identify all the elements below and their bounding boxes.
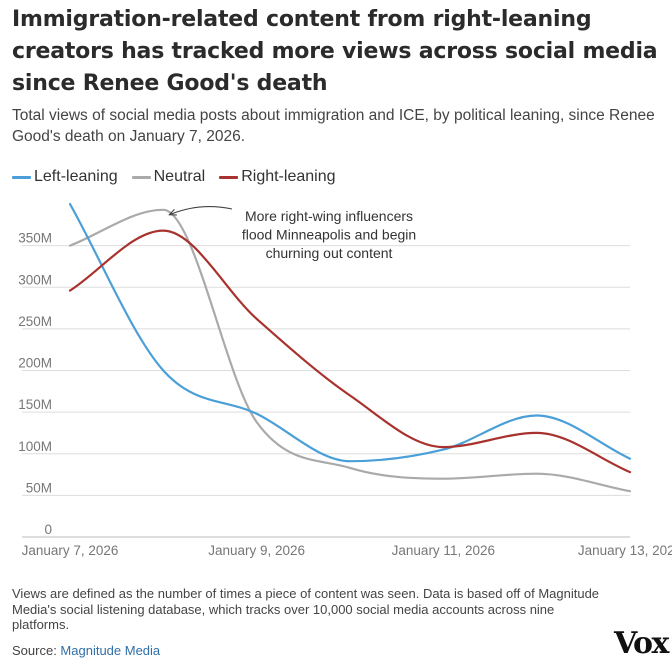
legend-item-left: Left-leaning xyxy=(12,168,118,186)
y-tick-label: 350M xyxy=(18,231,52,246)
series-line-left xyxy=(68,202,632,463)
x-tick-label: January 9, 2026 xyxy=(208,543,305,558)
annotation: More right-wing influencers flood Minneap… xyxy=(169,205,416,261)
legend-label-neutral: Neutral xyxy=(153,168,206,185)
x-tick-label: January 11, 2026 xyxy=(392,543,495,558)
y-axis-labels: 0 50M 100M 150M 200M 250M 300M 350M xyxy=(18,231,52,537)
x-axis-labels: January 7, 2026 January 9, 2026 January 11… xyxy=(22,543,672,558)
series-line-right xyxy=(68,229,632,474)
vox-logo: Vox xyxy=(614,626,669,661)
legend-swatch-neutral xyxy=(131,175,151,179)
grid-lines xyxy=(22,245,630,538)
x-tick-label: January 13, 2026 xyxy=(578,543,672,558)
footnote: Views are defined as the number of times… xyxy=(12,586,600,632)
legend-swatch-right xyxy=(219,175,239,179)
y-tick-label: 100M xyxy=(18,439,52,454)
y-tick-label: 150M xyxy=(18,397,52,412)
legend: Left-leaning Neutral Right-leaning xyxy=(12,168,349,186)
y-tick-label: 250M xyxy=(18,314,52,329)
legend-item-right: Right-leaning xyxy=(219,168,335,186)
legend-item-neutral: Neutral xyxy=(131,168,206,186)
chart-title: Immigration-related content from right-l… xyxy=(12,7,658,96)
legend-label-right: Right-leaning xyxy=(241,168,336,185)
y-tick-label: 300M xyxy=(18,272,52,287)
annotation-arrow xyxy=(169,205,233,215)
annotation-text: More right-wing influencers xyxy=(245,208,413,224)
legend-swatch-left xyxy=(12,175,31,179)
source-label: Source: xyxy=(12,643,61,658)
y-tick-label: 0 xyxy=(44,522,52,537)
source-link[interactable]: Magnitude Media xyxy=(60,643,161,658)
y-tick-label: 50M xyxy=(26,480,52,495)
source-line: Source: Magnitude Media xyxy=(12,643,160,658)
annotation-text: flood Minneapolis and begin xyxy=(242,227,416,243)
legend-label-left: Left-leaning xyxy=(34,168,118,185)
series-lines xyxy=(68,202,632,493)
x-tick-label: January 7, 2026 xyxy=(22,543,119,558)
line-chart: 0 50M 100M 150M 200M 250M 300M 350M January 7, … xyxy=(18,202,672,558)
y-tick-label: 200M xyxy=(18,356,52,371)
annotation-text: churning out content xyxy=(266,245,393,261)
series-line-neutral xyxy=(68,208,632,493)
chart-subtitle: Total views of social media posts about … xyxy=(12,107,655,145)
